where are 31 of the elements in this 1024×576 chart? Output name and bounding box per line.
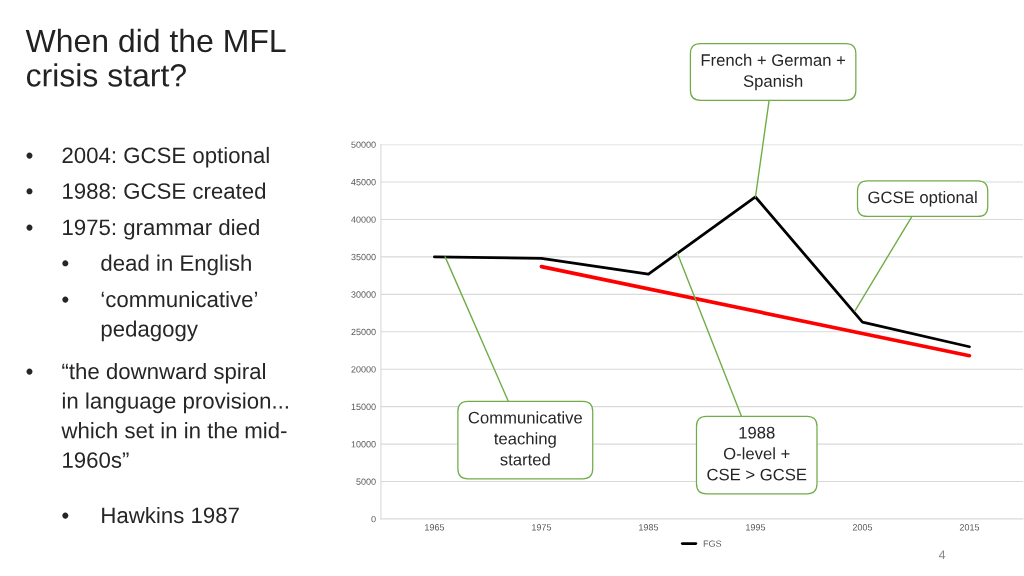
x-tick-label: 2005 [852, 524, 873, 531]
y-tick-label: 10000 [351, 441, 376, 448]
text: • 1988: GCSE created [26, 182, 266, 199]
y-tick-label: 30000 [351, 291, 376, 298]
y-tick-label: 20000 [351, 366, 376, 373]
chart-title: When did the MFL crisis start? [25, 28, 286, 87]
x-tick-label: 1965 [425, 524, 445, 531]
y-tick-label: 0 [371, 515, 376, 523]
text: • dead in English [62, 254, 251, 276]
x-tick-label: 1975 [532, 524, 552, 531]
y-tick-label: 45000 [351, 178, 376, 186]
x-tick-label: 1985 [639, 524, 659, 531]
y-tick-label: 50000 [351, 141, 376, 148]
text: • 2004: GCSE optional [26, 146, 269, 168]
x-tick-label: 2015 [959, 524, 980, 531]
annotation: 1988 O-level + CSE > GCSE [707, 426, 807, 481]
text: • Hawkins 1987 [62, 506, 239, 524]
annotation: Communicative teaching started [468, 411, 582, 466]
text: 4 [938, 550, 946, 560]
annotation: French + German + Spanish [701, 53, 846, 91]
text: • 1975: grammar died [26, 218, 259, 240]
y-tick-label: 5000 [356, 478, 376, 485]
x-tick-label: 1995 [746, 524, 766, 531]
text: • “the downward spiral in language provision... which set in in the mid- 1960s” [26, 362, 288, 468]
y-tick-label: 40000 [351, 216, 376, 223]
y-tick-label: 15000 [351, 403, 376, 411]
text: • ‘communicative’ pedagogy [62, 290, 258, 342]
annotation: GCSE optional [868, 190, 977, 207]
y-tick-label: 25000 [351, 328, 376, 336]
legend-label: FGS [703, 540, 722, 547]
y-tick-label: 35000 [351, 253, 376, 261]
